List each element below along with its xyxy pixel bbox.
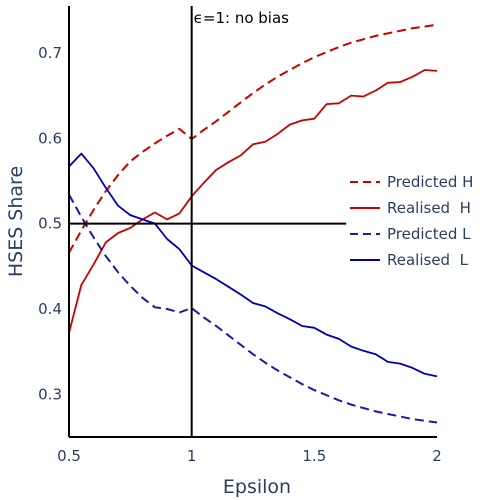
legend-item-realised-h[interactable]: Realised H (350, 199, 471, 217)
series-layer (68, 23, 438, 424)
reference-lines (69, 6, 347, 437)
x-axis-title: Epsilon (223, 476, 291, 498)
legend-item-realised-l[interactable]: Realised L (350, 251, 469, 269)
series-line-realised-h (68, 69, 438, 334)
series-line-predicted-h (68, 23, 438, 254)
no-bias-annotation: ϵ=1: no bias (194, 9, 289, 27)
legend-item-predicted-l[interactable]: Predicted L (350, 225, 471, 243)
y-tick-label: 0.5 (38, 215, 62, 233)
y-tick-label: 0.3 (38, 385, 62, 403)
y-tick-label: 0.7 (38, 44, 62, 62)
legend-label: Predicted H (387, 173, 473, 191)
y-tick-label: 0.4 (38, 300, 62, 318)
y-axis-title: HSES Share (5, 166, 27, 277)
plot-area (68, 6, 438, 438)
x-tick-label: 0.5 (57, 447, 81, 465)
x-tick-label: 2 (432, 447, 442, 465)
legend-label: Realised L (387, 251, 469, 269)
legend[interactable]: Predicted H Realised H Predicted L Realised… (350, 173, 473, 269)
x-tick-label: 1 (187, 447, 197, 465)
legend-item-predicted-h[interactable]: Predicted H (350, 173, 473, 191)
legend-label: Realised H (387, 199, 471, 217)
series-line-predicted-l (68, 194, 438, 424)
series-line-realised-l (68, 152, 438, 378)
legend-label: Predicted L (387, 225, 471, 243)
y-tick-label: 0.6 (38, 129, 62, 147)
x-tick-label: 1.5 (302, 447, 326, 465)
y-axis-ticks: 0.3 0.4 0.5 0.6 0.7 (38, 44, 62, 403)
x-axis-ticks: 0.5 1 1.5 2 (57, 447, 442, 465)
